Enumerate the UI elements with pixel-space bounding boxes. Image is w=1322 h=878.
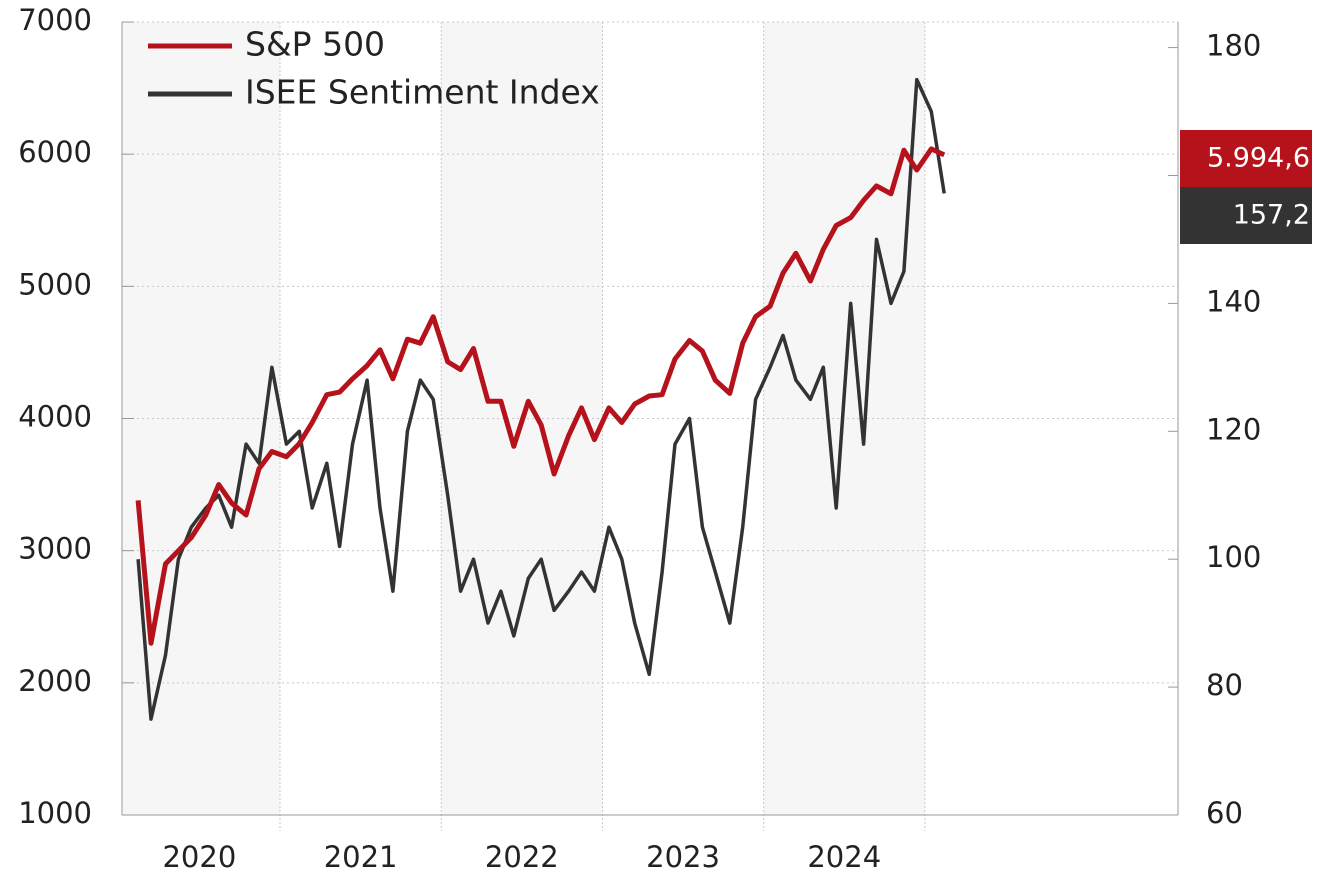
legend-label: ISEE Sentiment Index [245,73,600,112]
x-tick-label: 2022 [485,840,559,874]
x-tick-label: 2024 [807,840,881,874]
end-label-box [1180,130,1312,187]
y2-tick-label: 180 [1206,29,1261,63]
y-tick-label: 2000 [18,664,92,698]
end-label: 5.994,6 [1180,130,1312,187]
x-tick-label: 2021 [324,840,398,874]
y2-tick-label: 140 [1206,284,1261,318]
y2-tick-label: 100 [1206,540,1261,574]
year-band [122,22,280,815]
x-tick-label: 2023 [646,840,720,874]
series-line [135,146,946,646]
y-tick-label: 3000 [18,532,92,566]
legend-label: S&P 500 [245,25,385,64]
end-label-box [1180,187,1312,244]
y-tick-label: 1000 [18,796,92,830]
y2-tick-label: 60 [1206,796,1243,830]
y-tick-label: 6000 [18,135,92,169]
y2-tick-label: 80 [1206,668,1243,702]
y-tick-label: 7000 [18,3,92,37]
end-label-text: 5.994,6 [1207,143,1310,174]
end-label: 157,2 [1180,187,1312,244]
y-tick-label: 4000 [18,400,92,434]
end-label-text: 157,2 [1233,200,1310,231]
series-line [136,77,946,721]
x-tick-label: 2020 [162,840,236,874]
y-tick-label: 5000 [18,267,92,301]
y2-tick-label: 120 [1206,412,1261,446]
